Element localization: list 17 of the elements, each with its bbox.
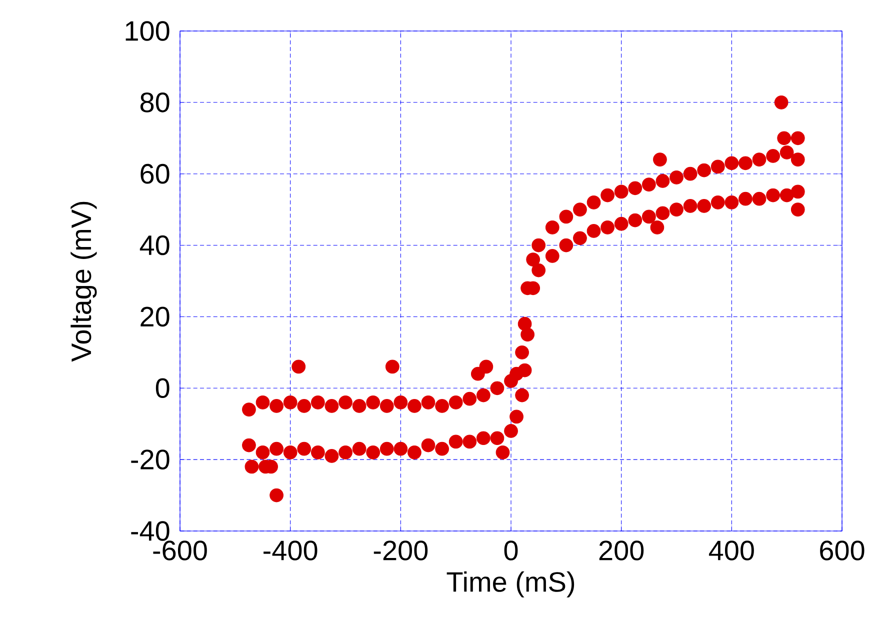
y-tick-label: 100: [126, 21, 170, 41]
y-tick-label: 40: [140, 235, 170, 256]
x-tick-label: -600: [153, 540, 207, 560]
y-tick-label: -40: [131, 521, 170, 541]
x-tick-label: -400: [264, 540, 318, 560]
y-tick-label: 60: [140, 164, 170, 184]
y-tick-label: -20: [131, 450, 170, 470]
y-axis-title: Voltage (mV): [70, 202, 97, 362]
x-tick-label: -200: [374, 540, 428, 560]
x-axis-title: Time (mS): [446, 571, 574, 598]
y-tick-label: 80: [140, 92, 170, 112]
x-tick-label: 600: [820, 540, 864, 560]
x-tick-label: 400: [708, 540, 754, 560]
y-tick-label: 20: [140, 306, 170, 327]
x-tick-label: 200: [599, 540, 644, 560]
y-tick-label: 0: [156, 378, 170, 398]
x-tick-label: 0: [504, 540, 518, 560]
